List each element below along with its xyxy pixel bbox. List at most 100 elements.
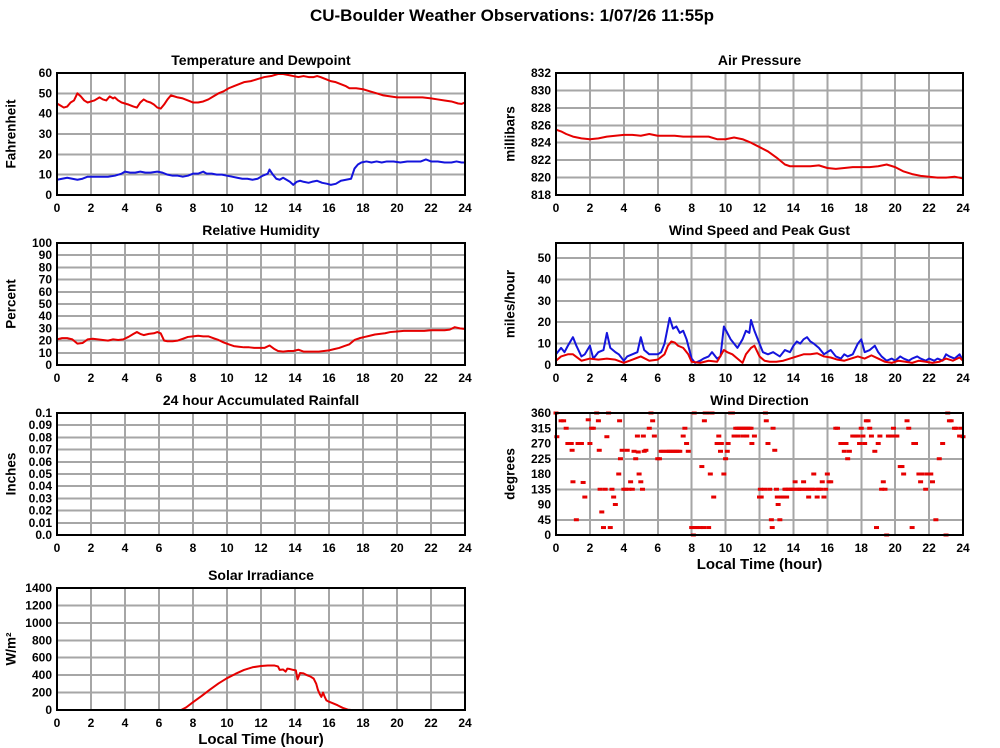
- svg-text:0.04: 0.04: [29, 479, 53, 493]
- svg-text:4: 4: [620, 541, 627, 555]
- svg-text:40: 40: [39, 309, 53, 323]
- svg-text:4: 4: [620, 371, 627, 385]
- chart-title-pressure: Air Pressure: [717, 52, 802, 68]
- svg-text:2: 2: [88, 541, 95, 555]
- svg-text:40: 40: [538, 272, 552, 286]
- chart-title-wind-direction: Wind Direction: [710, 392, 809, 408]
- svg-text:90: 90: [538, 498, 552, 512]
- svg-text:12: 12: [753, 201, 767, 215]
- svg-text:12: 12: [254, 716, 268, 730]
- svg-text:270: 270: [531, 437, 551, 451]
- y-axis-label-percent: Percent: [3, 279, 19, 329]
- svg-text:22: 22: [424, 716, 438, 730]
- svg-text:10: 10: [39, 168, 53, 182]
- svg-text:0.02: 0.02: [29, 504, 53, 518]
- svg-text:24: 24: [458, 201, 472, 215]
- svg-text:6: 6: [654, 201, 661, 215]
- svg-text:80: 80: [39, 260, 53, 274]
- svg-text:2: 2: [587, 201, 594, 215]
- svg-text:0.1: 0.1: [35, 406, 52, 420]
- svg-text:20: 20: [39, 147, 53, 161]
- svg-text:0.0: 0.0: [35, 528, 52, 542]
- svg-text:8: 8: [190, 201, 197, 215]
- svg-text:0.06: 0.06: [29, 455, 53, 469]
- svg-text:10: 10: [538, 337, 552, 351]
- svg-text:24: 24: [956, 201, 970, 215]
- svg-text:0: 0: [544, 528, 551, 542]
- svg-text:828: 828: [531, 101, 551, 115]
- svg-text:0.08: 0.08: [29, 430, 53, 444]
- svg-text:2: 2: [88, 716, 95, 730]
- y-axis-label-inches: Inches: [3, 452, 19, 496]
- svg-text:0: 0: [553, 371, 560, 385]
- svg-text:1000: 1000: [25, 616, 52, 630]
- svg-text:2: 2: [587, 541, 594, 555]
- svg-text:0: 0: [54, 201, 61, 215]
- svg-text:818: 818: [531, 188, 551, 202]
- svg-text:24: 24: [956, 371, 970, 385]
- svg-text:18: 18: [855, 541, 869, 555]
- svg-text:6: 6: [156, 716, 163, 730]
- y-axis-label-watts: W/m²: [3, 632, 19, 666]
- chart-title-solar: Solar Irradiance: [208, 567, 314, 583]
- svg-text:180: 180: [531, 467, 551, 481]
- svg-text:18: 18: [855, 201, 869, 215]
- svg-text:1400: 1400: [25, 581, 52, 595]
- svg-text:50: 50: [39, 86, 53, 100]
- svg-text:60: 60: [39, 285, 53, 299]
- svg-text:832: 832: [531, 66, 551, 80]
- svg-text:20: 20: [39, 334, 53, 348]
- chart-title-wind-speed: Wind Speed and Peak Gust: [668, 222, 851, 238]
- svg-text:10: 10: [719, 371, 733, 385]
- page-title: CU-Boulder Weather Observations: 1/07/26…: [309, 6, 715, 25]
- svg-text:4: 4: [122, 541, 129, 555]
- svg-text:12: 12: [753, 371, 767, 385]
- svg-text:30: 30: [538, 294, 552, 308]
- svg-text:0: 0: [54, 541, 61, 555]
- svg-text:10: 10: [220, 371, 234, 385]
- svg-text:360: 360: [531, 406, 551, 420]
- svg-text:22: 22: [424, 371, 438, 385]
- svg-text:6: 6: [654, 371, 661, 385]
- svg-text:20: 20: [888, 541, 902, 555]
- x-axis-label-wind-direction: Local Time (hour): [696, 556, 823, 573]
- svg-text:0.01: 0.01: [29, 516, 53, 530]
- svg-text:600: 600: [32, 651, 52, 665]
- svg-text:14: 14: [288, 541, 302, 555]
- svg-text:16: 16: [821, 541, 835, 555]
- svg-text:824: 824: [531, 136, 551, 150]
- svg-text:8: 8: [190, 371, 197, 385]
- svg-text:16: 16: [821, 371, 835, 385]
- svg-text:14: 14: [288, 371, 302, 385]
- svg-text:315: 315: [531, 421, 551, 435]
- svg-text:8: 8: [190, 541, 197, 555]
- svg-text:0: 0: [544, 358, 551, 372]
- svg-text:12: 12: [254, 201, 268, 215]
- chart-title-temperature: Temperature and Dewpoint: [171, 52, 351, 68]
- svg-text:18: 18: [356, 371, 370, 385]
- svg-text:45: 45: [538, 513, 552, 527]
- svg-text:10: 10: [220, 716, 234, 730]
- svg-text:0: 0: [553, 201, 560, 215]
- svg-text:0.09: 0.09: [29, 418, 53, 432]
- svg-text:24: 24: [458, 541, 472, 555]
- svg-text:400: 400: [32, 668, 52, 682]
- svg-text:20: 20: [390, 716, 404, 730]
- svg-text:14: 14: [787, 371, 801, 385]
- svg-text:14: 14: [288, 716, 302, 730]
- svg-text:14: 14: [787, 201, 801, 215]
- svg-text:12: 12: [254, 371, 268, 385]
- svg-text:0: 0: [553, 541, 560, 555]
- svg-text:4: 4: [122, 201, 129, 215]
- chart-title-rainfall: 24 hour Accumulated Rainfall: [162, 392, 360, 408]
- svg-text:22: 22: [424, 541, 438, 555]
- svg-text:22: 22: [922, 541, 936, 555]
- svg-text:6: 6: [156, 371, 163, 385]
- svg-text:60: 60: [39, 66, 53, 80]
- svg-text:135: 135: [531, 482, 551, 496]
- svg-text:2: 2: [88, 371, 95, 385]
- y-axis-label-miles-per-hour: miles/hour: [502, 269, 518, 339]
- svg-text:200: 200: [32, 686, 52, 700]
- svg-text:6: 6: [156, 541, 163, 555]
